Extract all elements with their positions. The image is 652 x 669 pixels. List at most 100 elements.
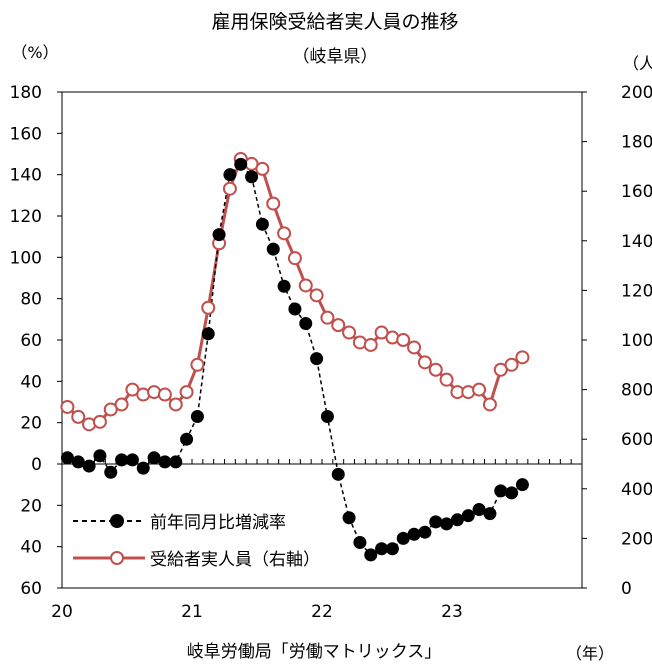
recipients-point	[190, 357, 205, 372]
series-group	[60, 151, 530, 562]
change-rate-point	[310, 352, 324, 366]
recipients-point	[331, 318, 346, 333]
change-rate-point	[418, 525, 432, 539]
change-rate-point	[515, 478, 529, 492]
y-left-tick-label: 120	[10, 207, 42, 227]
change-rate-point	[396, 531, 410, 545]
recipients-point	[168, 397, 183, 412]
change-rate-point	[288, 302, 302, 316]
recipients-point	[320, 310, 335, 325]
x-tick-label: 20	[51, 602, 73, 622]
y-left-tick-label: 80	[20, 290, 42, 310]
y-axis-right: 2000180016001400120010008006004002000	[582, 83, 652, 599]
recipients-point	[255, 161, 270, 176]
recipients-point	[201, 300, 216, 315]
change-rate-point	[342, 511, 356, 525]
y-right-unit: （人）	[623, 54, 652, 73]
x-axis: 20 21 22 23	[51, 602, 463, 622]
legend-label-recipients: 受給者実人員（右軸）	[150, 550, 320, 570]
y-left-tick-label: 160	[10, 124, 42, 144]
change-rate-point	[115, 453, 129, 467]
change-rate-point	[201, 327, 215, 341]
chart-subtitle: （岐阜県）	[293, 47, 378, 67]
recipients-point	[504, 357, 519, 372]
change-rate-point	[93, 449, 107, 463]
change-rate-point	[450, 513, 464, 527]
y-axis-left: 180 160 140 120 100 80 60 40 20 0 20 40 60	[10, 83, 62, 599]
y-right-tick-label: 0	[621, 579, 632, 599]
change-rate-point	[440, 517, 454, 531]
y-left-tick-label: 60	[20, 331, 42, 351]
chart-title: 雇用保険受給者実人員の推移	[211, 11, 458, 33]
y-right-tick-label: 200	[621, 529, 652, 549]
y-right-tick-label: 400	[621, 480, 652, 500]
y-left-tick-label: 180	[10, 83, 42, 103]
y-right-tick-label: 1200	[621, 281, 652, 301]
change-rate-point	[82, 459, 96, 473]
change-rate-point	[364, 548, 378, 562]
change-rate-point	[353, 536, 367, 550]
recipients-point	[60, 399, 75, 414]
change-rate-point	[320, 409, 334, 423]
change-rate-point	[407, 527, 421, 541]
change-rate-point	[299, 316, 313, 330]
y-left-tick-label: 140	[10, 166, 42, 186]
legend-label-change-rate: 前年同月比増減率	[150, 513, 286, 533]
change-rate-point	[385, 542, 399, 556]
change-rate-point	[277, 279, 291, 293]
change-rate-point	[223, 168, 237, 182]
recipients-point	[396, 333, 411, 347]
recipients-point	[266, 196, 281, 211]
legend-marker-change-rate	[110, 514, 124, 528]
change-rate-point	[331, 467, 345, 481]
x-tick-label: 22	[311, 602, 333, 622]
recipients-point	[179, 385, 194, 400]
change-rate-point	[483, 507, 497, 521]
legend: 前年同月比増減率 受給者実人員（右軸）	[73, 513, 320, 570]
change-rate-point	[104, 465, 118, 479]
recipients-point	[515, 350, 530, 365]
recipients-point	[482, 397, 497, 412]
recipients-point	[157, 387, 172, 402]
y-left-tick-label: 40	[20, 372, 42, 392]
change-rate-point	[125, 453, 139, 467]
change-rate-point	[169, 455, 183, 469]
recipients-point	[342, 325, 357, 340]
change-rate-point	[255, 217, 269, 231]
recipients-point	[472, 382, 487, 397]
x-tick-label: 23	[441, 602, 463, 622]
y-right-tick-label: 1400	[621, 232, 652, 252]
x-axis-unit: （年）	[566, 644, 614, 663]
recipients-point	[222, 181, 237, 196]
change-rate-point	[375, 542, 389, 556]
change-rate-point	[180, 432, 194, 446]
y-left-tick-label: 0	[31, 455, 42, 475]
recipients-point	[407, 340, 422, 355]
y-left-unit: （%）	[11, 43, 58, 62]
change-rate-point	[71, 455, 85, 469]
y-right-tick-label: 800	[621, 381, 652, 401]
change-rate-point	[147, 451, 161, 465]
change-rate-point	[60, 451, 74, 465]
y-left-tick-label: 40	[20, 538, 42, 558]
series-change-rate-line	[67, 163, 523, 556]
y-left-tick-label: 100	[10, 248, 42, 268]
recipients-point	[287, 251, 302, 266]
recipients-point	[92, 414, 107, 429]
recipients-point	[439, 372, 454, 387]
change-rate-point	[266, 242, 280, 256]
change-rate-point	[429, 515, 443, 529]
y-left-tick-label: 20	[20, 496, 42, 516]
source-note: 岐阜労働局「労働マトリックス」	[187, 642, 442, 662]
recipients-point	[417, 355, 432, 370]
y-left-tick-label: 60	[20, 579, 42, 599]
recipients-point	[277, 226, 292, 241]
change-rate-point	[494, 484, 508, 498]
change-rate-point	[505, 486, 519, 500]
legend-marker-recipients	[110, 551, 124, 565]
recipients-point	[309, 288, 324, 303]
change-rate-point	[461, 509, 475, 523]
recipients-point	[114, 397, 129, 412]
recipients-point	[363, 337, 378, 352]
